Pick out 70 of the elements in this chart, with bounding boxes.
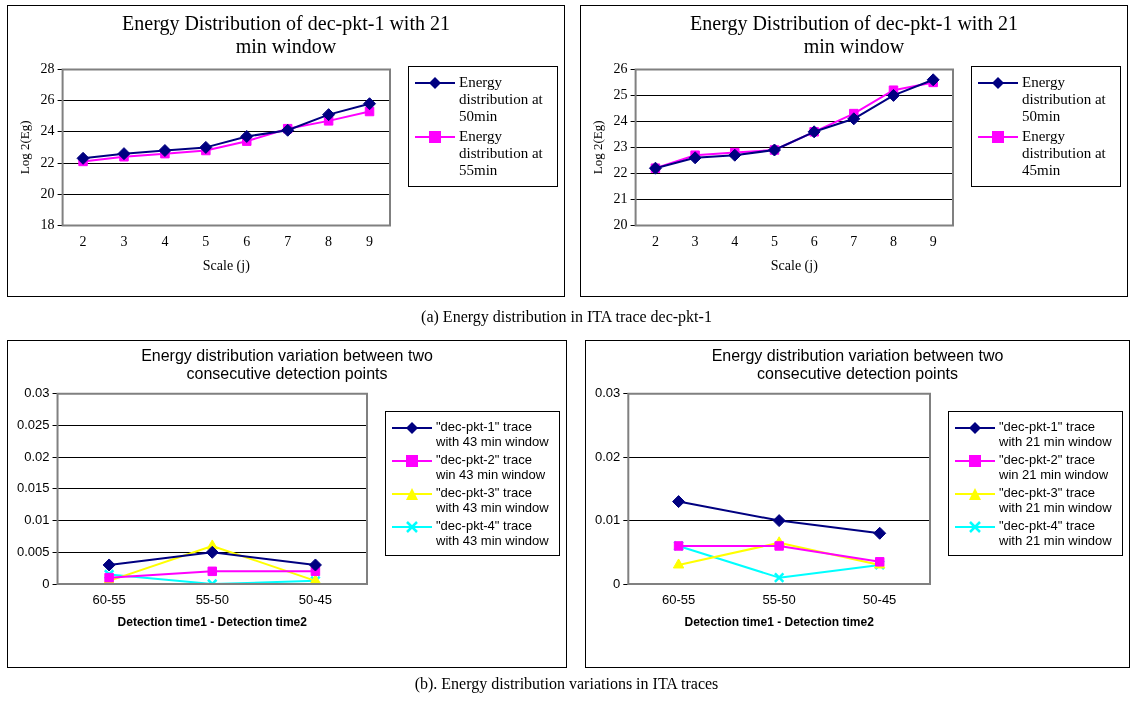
x-tick-label: 5 bbox=[202, 234, 210, 250]
x-tick-label: 50-45 bbox=[298, 592, 333, 608]
y-tick-label: 26 bbox=[613, 61, 628, 77]
x-tick-label: 7 bbox=[284, 234, 292, 250]
chart-title: Energy Distribution of dec-pkt-1 with 21 min window bbox=[121, 12, 451, 58]
y-tick-label: 0.015 bbox=[16, 480, 50, 496]
legend-label: "dec-pkt-2" trace win 43 min window bbox=[436, 452, 547, 482]
y-tick-label: 21 bbox=[613, 191, 628, 207]
chart-title: Energy Distribution of dec-pkt-1 with 21 min window bbox=[689, 12, 1019, 58]
x-tick-label: 60-55 bbox=[92, 592, 126, 608]
x-tick-label: 3 bbox=[120, 234, 128, 250]
legend-label: "dec-pkt-2" trace win 21 min window bbox=[999, 452, 1110, 482]
legend-label: "dec-pkt-4" trace with 21 min window bbox=[999, 518, 1113, 548]
x-tick-label: 3 bbox=[691, 234, 699, 250]
x-tick-label: 50-45 bbox=[863, 592, 897, 608]
x-tick-label: 9 bbox=[929, 234, 937, 250]
x-tick-label: 9 bbox=[366, 234, 374, 250]
x-tick-label: 55-50 bbox=[762, 592, 796, 608]
x-tick-label: 60-55 bbox=[661, 592, 696, 608]
legend-label: Energy distribution at 50min bbox=[1022, 74, 1107, 125]
y-tick-label: 20 bbox=[613, 217, 628, 233]
x-tick-label: 8 bbox=[325, 234, 333, 250]
y-tick-label: 0.03 bbox=[594, 385, 621, 401]
x-tick-label: 2 bbox=[79, 234, 87, 250]
y-tick-label: 24 bbox=[613, 113, 628, 129]
legend-label: "dec-pkt-1" trace with 21 min window bbox=[999, 419, 1113, 449]
y-tick-label: 20 bbox=[40, 185, 55, 201]
legend-label: Energy distribution at 45min bbox=[1022, 128, 1107, 179]
y-tick-label: 22 bbox=[613, 165, 628, 181]
x-tick-label: 5 bbox=[770, 234, 778, 250]
y-tick-label: 0.025 bbox=[16, 417, 50, 433]
x-tick-label: 4 bbox=[731, 234, 739, 250]
x-tick-label: 2 bbox=[651, 234, 659, 250]
x-axis-title: Detection time1 - Detection time2 bbox=[684, 615, 875, 630]
x-tick-label: 6 bbox=[810, 234, 818, 250]
x-tick-label: 6 bbox=[243, 234, 251, 250]
legend-label: "dec-pkt-4" trace with 43 min window bbox=[436, 518, 550, 548]
x-axis-title: Scale (j) bbox=[202, 258, 251, 275]
y-tick-label: 28 bbox=[40, 61, 55, 77]
y-tick-label: 0.01 bbox=[594, 512, 621, 528]
legend-label: Energy distribution at 55min bbox=[459, 128, 544, 179]
x-tick-label: 55-50 bbox=[195, 592, 229, 608]
y-tick-label: 25 bbox=[613, 87, 628, 103]
x-axis-title: Scale (j) bbox=[770, 258, 819, 275]
y-tick-label: 18 bbox=[40, 217, 55, 233]
y-axis-title: Log 2(Eg) bbox=[17, 120, 33, 175]
legend-label: "dec-pkt-3" trace with 43 min window bbox=[436, 485, 550, 515]
y-tick-label: 0.02 bbox=[594, 448, 621, 464]
y-tick-label: 0.01 bbox=[24, 512, 50, 528]
chart-title: Energy distribution variation between two consecutive detection points bbox=[710, 347, 1005, 383]
legend-label: Energy distribution at 50min bbox=[459, 74, 544, 125]
y-tick-label: 0 bbox=[42, 575, 50, 591]
legend-label: "dec-pkt-3" trace with 21 min window bbox=[999, 485, 1113, 515]
x-tick-label: 4 bbox=[161, 234, 169, 250]
chart-title: Energy distribution variation between two consecutive detection points bbox=[140, 347, 434, 383]
x-axis-title: Detection time1 - Detection time2 bbox=[117, 615, 308, 630]
y-tick-label: 24 bbox=[40, 123, 55, 139]
text: (a) Energy distribution in ITA trace dec-pkt-1 bbox=[420, 308, 713, 326]
legend-label: "dec-pkt-1" trace with 43 min window bbox=[436, 419, 550, 449]
x-tick-label: 7 bbox=[850, 234, 858, 250]
y-tick-label: 0 bbox=[613, 575, 621, 591]
y-tick-label: 0.005 bbox=[16, 543, 50, 559]
text: (b). Energy distribution variations in ITA traces bbox=[413, 675, 720, 693]
y-tick-label: 22 bbox=[40, 154, 55, 170]
y-axis-title: Log 2(Eg) bbox=[590, 120, 606, 175]
y-tick-label: 26 bbox=[40, 92, 55, 108]
y-tick-label: 0.02 bbox=[24, 448, 50, 464]
x-tick-label: 8 bbox=[889, 234, 897, 250]
y-tick-label: 0.03 bbox=[24, 385, 50, 401]
y-tick-label: 23 bbox=[613, 139, 628, 155]
